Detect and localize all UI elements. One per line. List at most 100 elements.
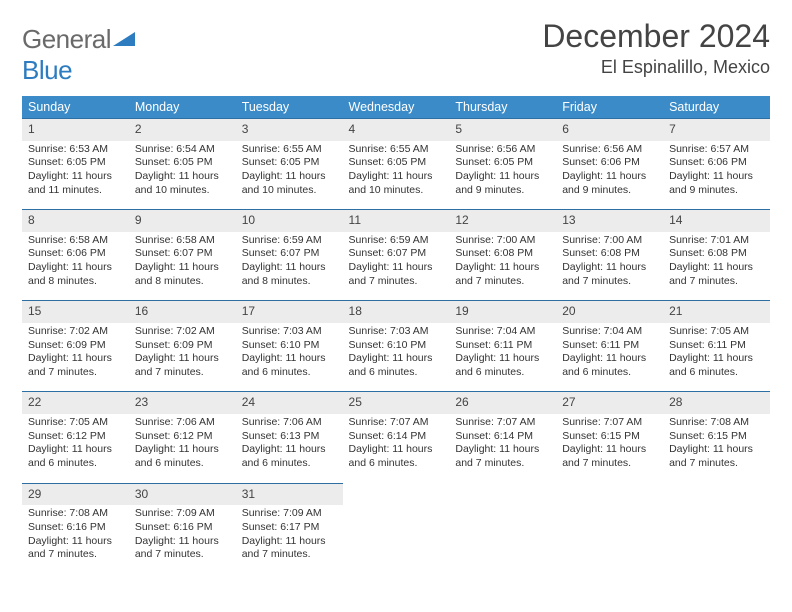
- day-day1-text: Daylight: 11 hours: [562, 352, 657, 366]
- title-block: December 2024 El Espinalillo, Mexico: [542, 18, 770, 78]
- day-number-cell: 27: [556, 392, 663, 414]
- day-number: 2: [129, 119, 236, 141]
- day-sunset-text: Sunset: 6:06 PM: [28, 247, 123, 261]
- day-number-cell: 23: [129, 392, 236, 414]
- day-day2-text: and 7 minutes.: [135, 366, 230, 380]
- day-number-cell: 9: [129, 210, 236, 232]
- day-content-cell: Sunrise: 6:56 AMSunset: 6:05 PMDaylight:…: [449, 141, 556, 210]
- day-sunrise-text: Sunrise: 6:55 AM: [349, 143, 444, 157]
- day-day2-text: and 6 minutes.: [669, 366, 764, 380]
- day-day2-text: and 8 minutes.: [242, 275, 337, 289]
- weekday-header: Friday: [556, 96, 663, 119]
- day-content-cell: Sunrise: 7:04 AMSunset: 6:11 PMDaylight:…: [449, 323, 556, 392]
- day-number-cell: 12: [449, 210, 556, 232]
- day-sunrise-text: Sunrise: 7:09 AM: [135, 507, 230, 521]
- day-day1-text: Daylight: 11 hours: [242, 443, 337, 457]
- day-day1-text: Daylight: 11 hours: [28, 535, 123, 549]
- day-number: 16: [129, 301, 236, 323]
- day-number: 8: [22, 210, 129, 232]
- day-number-cell: 3: [236, 119, 343, 141]
- day-number-cell: 19: [449, 301, 556, 323]
- day-content-cell: Sunrise: 6:57 AMSunset: 6:06 PMDaylight:…: [663, 141, 770, 210]
- day-sunrise-text: Sunrise: 7:06 AM: [242, 416, 337, 430]
- day-number-cell: 2: [129, 119, 236, 141]
- day-day1-text: Daylight: 11 hours: [135, 443, 230, 457]
- day-sunrise-text: Sunrise: 7:02 AM: [135, 325, 230, 339]
- day-day2-text: and 10 minutes.: [242, 184, 337, 198]
- day-day2-text: and 9 minutes.: [562, 184, 657, 198]
- day-number: 11: [343, 210, 450, 232]
- day-content-cell: Sunrise: 7:00 AMSunset: 6:08 PMDaylight:…: [449, 232, 556, 301]
- day-content-cell: Sunrise: 6:53 AMSunset: 6:05 PMDaylight:…: [22, 141, 129, 210]
- day-number-cell: 13: [556, 210, 663, 232]
- logo-word2: Blue: [22, 55, 72, 85]
- logo: GeneralBlue: [22, 24, 137, 86]
- day-sunrise-text: Sunrise: 7:03 AM: [349, 325, 444, 339]
- content-row: Sunrise: 7:05 AMSunset: 6:12 PMDaylight:…: [22, 414, 770, 483]
- day-number-cell: 7: [663, 119, 770, 141]
- day-day2-text: and 8 minutes.: [28, 275, 123, 289]
- weekday-header: Tuesday: [236, 96, 343, 119]
- day-number: 21: [663, 301, 770, 323]
- weekday-header: Monday: [129, 96, 236, 119]
- day-content-cell: Sunrise: 6:55 AMSunset: 6:05 PMDaylight:…: [236, 141, 343, 210]
- day-sunrise-text: Sunrise: 7:06 AM: [135, 416, 230, 430]
- day-day2-text: and 7 minutes.: [669, 275, 764, 289]
- day-day1-text: Daylight: 11 hours: [669, 443, 764, 457]
- day-sunset-text: Sunset: 6:07 PM: [135, 247, 230, 261]
- logo-word1: General: [22, 24, 111, 54]
- day-number-cell: 16: [129, 301, 236, 323]
- day-number: 10: [236, 210, 343, 232]
- weekday-header: Thursday: [449, 96, 556, 119]
- day-number-cell: [449, 483, 556, 505]
- day-day1-text: Daylight: 11 hours: [349, 352, 444, 366]
- day-number: 15: [22, 301, 129, 323]
- day-number-cell: 17: [236, 301, 343, 323]
- day-day2-text: and 6 minutes.: [349, 366, 444, 380]
- day-day2-text: and 6 minutes.: [455, 366, 550, 380]
- day-number: 9: [129, 210, 236, 232]
- logo-text: GeneralBlue: [22, 24, 137, 86]
- day-day1-text: Daylight: 11 hours: [242, 535, 337, 549]
- day-number: 17: [236, 301, 343, 323]
- day-sunrise-text: Sunrise: 7:07 AM: [562, 416, 657, 430]
- day-number-cell: 26: [449, 392, 556, 414]
- day-sunset-text: Sunset: 6:12 PM: [135, 430, 230, 444]
- daynum-row: 15161718192021: [22, 301, 770, 323]
- day-day2-text: and 9 minutes.: [455, 184, 550, 198]
- day-sunset-text: Sunset: 6:09 PM: [135, 339, 230, 353]
- day-content-cell: Sunrise: 6:59 AMSunset: 6:07 PMDaylight:…: [343, 232, 450, 301]
- day-number: 14: [663, 210, 770, 232]
- day-number: 29: [22, 484, 129, 506]
- day-number: 24: [236, 392, 343, 414]
- day-sunrise-text: Sunrise: 7:01 AM: [669, 234, 764, 248]
- daynum-row: 891011121314: [22, 210, 770, 232]
- month-title: December 2024: [542, 18, 770, 55]
- day-sunrise-text: Sunrise: 7:05 AM: [669, 325, 764, 339]
- day-number: 13: [556, 210, 663, 232]
- day-content-cell: Sunrise: 7:01 AMSunset: 6:08 PMDaylight:…: [663, 232, 770, 301]
- day-number-cell: 22: [22, 392, 129, 414]
- day-day2-text: and 6 minutes.: [242, 366, 337, 380]
- day-sunset-text: Sunset: 6:16 PM: [28, 521, 123, 535]
- day-day1-text: Daylight: 11 hours: [242, 352, 337, 366]
- day-sunset-text: Sunset: 6:06 PM: [562, 156, 657, 170]
- day-content-cell: Sunrise: 7:03 AMSunset: 6:10 PMDaylight:…: [236, 323, 343, 392]
- day-sunset-text: Sunset: 6:14 PM: [349, 430, 444, 444]
- day-number-cell: 28: [663, 392, 770, 414]
- day-number: 31: [236, 484, 343, 506]
- day-day1-text: Daylight: 11 hours: [242, 261, 337, 275]
- day-day1-text: Daylight: 11 hours: [349, 443, 444, 457]
- header-area: GeneralBlue December 2024 El Espinalillo…: [22, 18, 770, 86]
- day-content-cell: Sunrise: 7:09 AMSunset: 6:17 PMDaylight:…: [236, 505, 343, 574]
- day-day2-text: and 7 minutes.: [242, 548, 337, 562]
- day-day2-text: and 7 minutes.: [28, 366, 123, 380]
- day-sunset-text: Sunset: 6:05 PM: [242, 156, 337, 170]
- day-number: 23: [129, 392, 236, 414]
- day-sunset-text: Sunset: 6:11 PM: [669, 339, 764, 353]
- day-content-cell: Sunrise: 6:58 AMSunset: 6:07 PMDaylight:…: [129, 232, 236, 301]
- day-content-cell: [343, 505, 450, 574]
- day-number: 7: [663, 119, 770, 141]
- day-number: 6: [556, 119, 663, 141]
- day-sunrise-text: Sunrise: 6:53 AM: [28, 143, 123, 157]
